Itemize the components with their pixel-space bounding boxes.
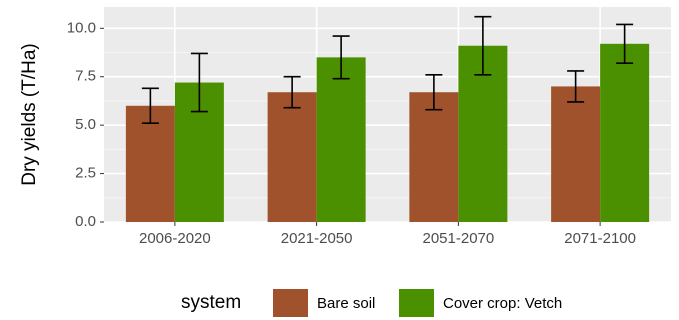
y-tick-label: 0.0 [75,213,96,230]
legend-label-bare-soil: Bare soil [317,295,375,312]
x-tick-label: 2006-2020 [139,230,211,247]
legend-label-cover-crop-vetch: Cover crop: Vetch [443,295,562,312]
bar-bare-soil [125,105,175,222]
y-tick-label: 5.0 [75,116,96,133]
x-tick-label: 2071-2100 [564,230,636,247]
bar-cover-crop-vetch [316,57,366,223]
bar-cover-crop-vetch [600,43,650,222]
bars-layer [125,43,650,223]
x-tick-label: 2051-2070 [423,230,495,247]
legend-key-cover-crop-vetch [399,289,434,317]
y-axis: 0.0 2.5 5.0 7.5 10.0 [67,19,104,230]
bar-bare-soil [267,92,317,223]
legend-title: system [181,292,241,313]
legend: system Bare soil Cover crop: Vetch [181,289,562,317]
y-tick-label: 7.5 [75,68,96,85]
error-bars-layer [141,15,634,125]
bar-bare-soil [551,86,601,222]
y-tick-label: 2.5 [75,165,96,182]
y-tick-label: 10.0 [67,19,96,36]
x-axis: 2006-2020 2021-2050 2051-2070 2071-2100 [139,222,636,247]
x-tick-label: 2021-2050 [281,230,353,247]
y-axis-title: Dry yields (T/Ha) [19,43,40,186]
legend-key-bare-soil [273,289,308,317]
bar-bare-soil [409,92,459,223]
